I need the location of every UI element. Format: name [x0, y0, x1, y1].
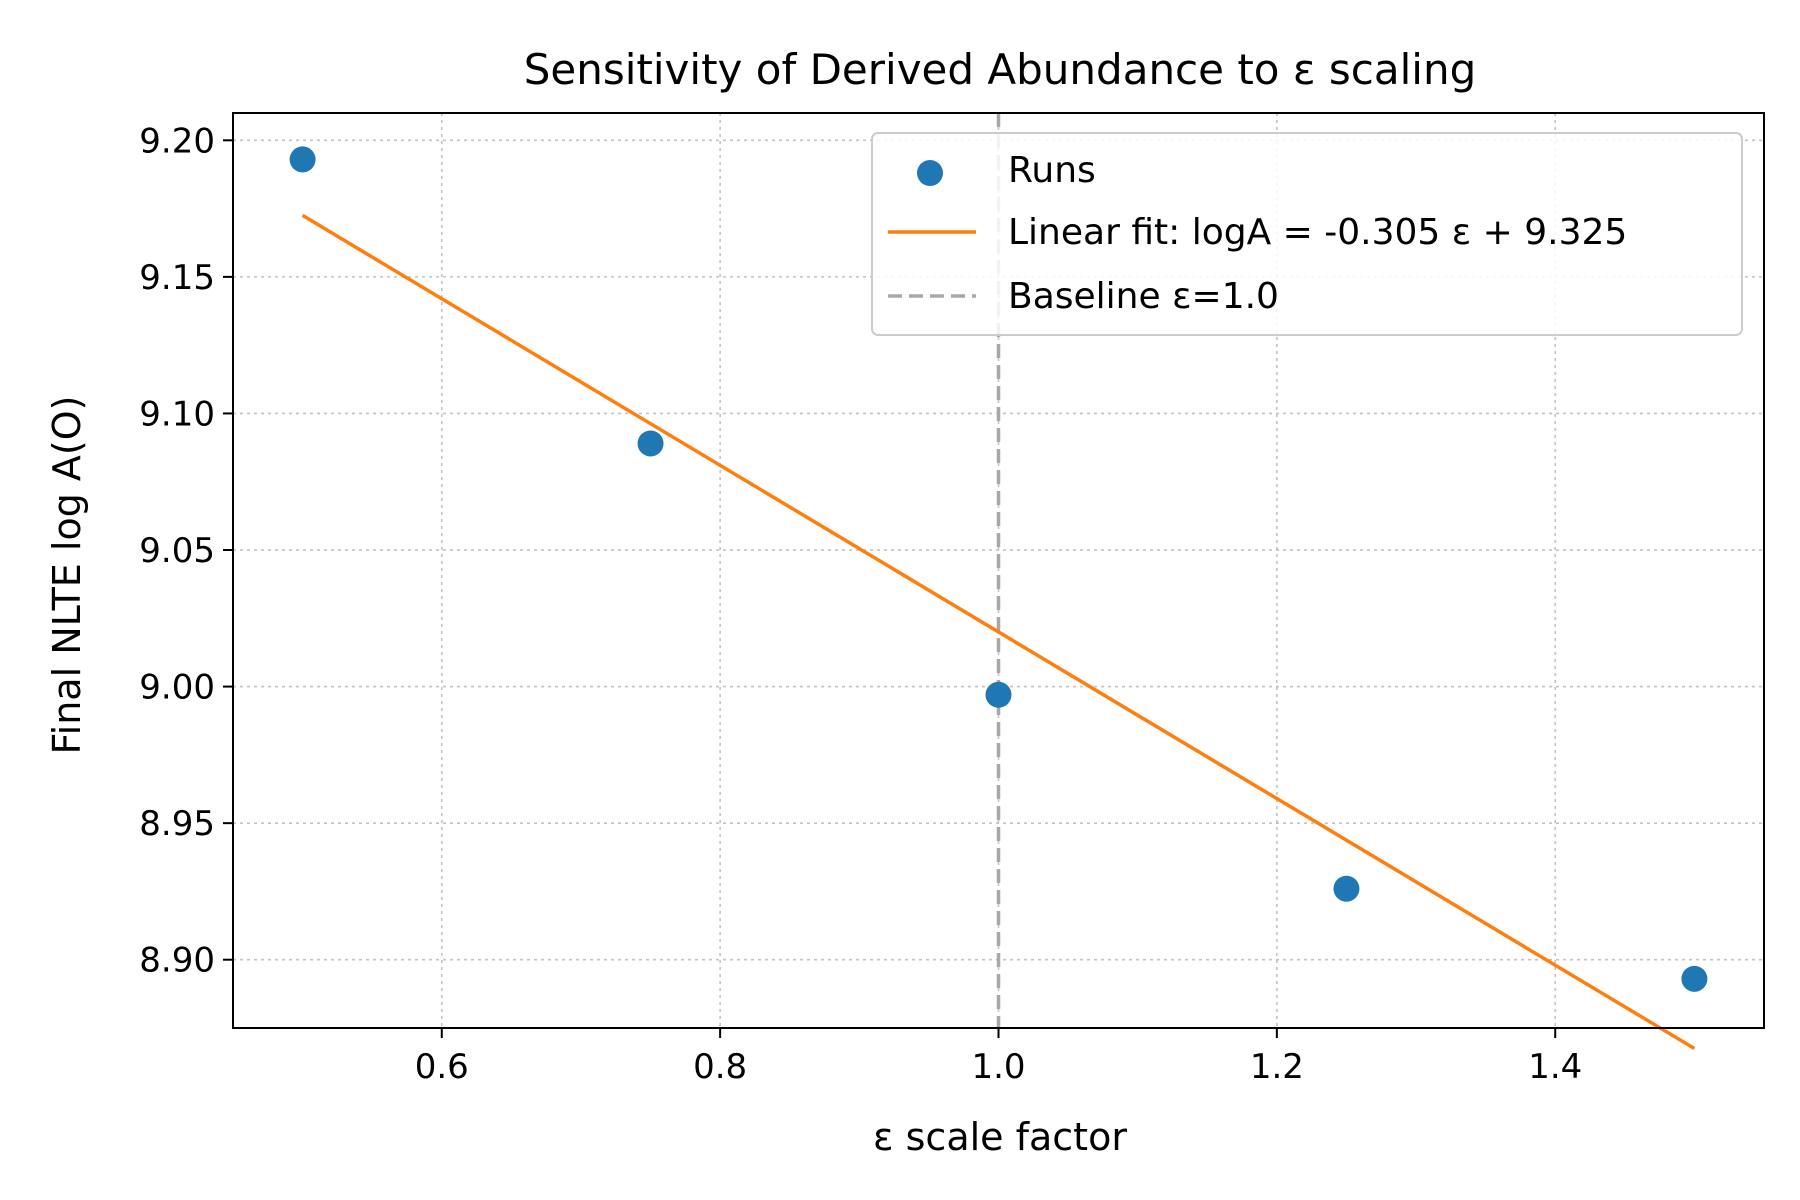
legend-label-fit: Linear fit: logA = -0.305 ε + 9.325 — [1008, 212, 1627, 253]
y-tick-label: 9.10 — [139, 394, 215, 434]
legend-label-baseline: Baseline ε=1.0 — [1008, 276, 1279, 317]
data-point — [1333, 875, 1360, 902]
points-layer — [289, 146, 1708, 992]
y-tick-label: 9.00 — [139, 668, 215, 708]
x-tick-label: 1.0 — [971, 1047, 1025, 1087]
legend: Runs Linear fit: logA = -0.305 ε + 9.325… — [871, 132, 1743, 336]
x-tick-label: 0.8 — [693, 1047, 747, 1087]
y-ticks: 8.90 8.95 9.00 9.05 9.10 9.15 9.20 — [139, 121, 233, 981]
legend-label-runs: Runs — [1008, 150, 1096, 191]
legend-marker-runs — [917, 160, 943, 186]
data-point — [289, 146, 316, 173]
x-tick-label: 1.2 — [1250, 1047, 1304, 1087]
y-tick-label: 8.90 — [139, 941, 215, 981]
x-tick-label: 0.6 — [415, 1047, 469, 1087]
legend-box — [871, 132, 1743, 336]
x-axis-label: ε scale factor — [873, 1115, 1127, 1159]
x-tick-label: 1.4 — [1528, 1047, 1582, 1087]
data-point — [637, 430, 664, 457]
chart-title: Sensitivity of Derived Abundance to ε sc… — [524, 45, 1477, 94]
fit-layer — [301, 213, 1696, 1050]
y-tick-label: 9.05 — [139, 531, 215, 571]
y-tick-label: 8.95 — [139, 804, 215, 844]
fit-line — [301, 213, 1696, 1050]
data-point — [985, 681, 1012, 708]
y-tick-label: 9.15 — [139, 258, 215, 298]
y-tick-label: 9.20 — [139, 121, 215, 161]
data-point — [1681, 965, 1708, 992]
x-ticks: 0.6 0.8 1.0 1.2 1.4 — [415, 1028, 1582, 1087]
y-axis-label: Final NLTE log A(O) — [45, 396, 89, 755]
